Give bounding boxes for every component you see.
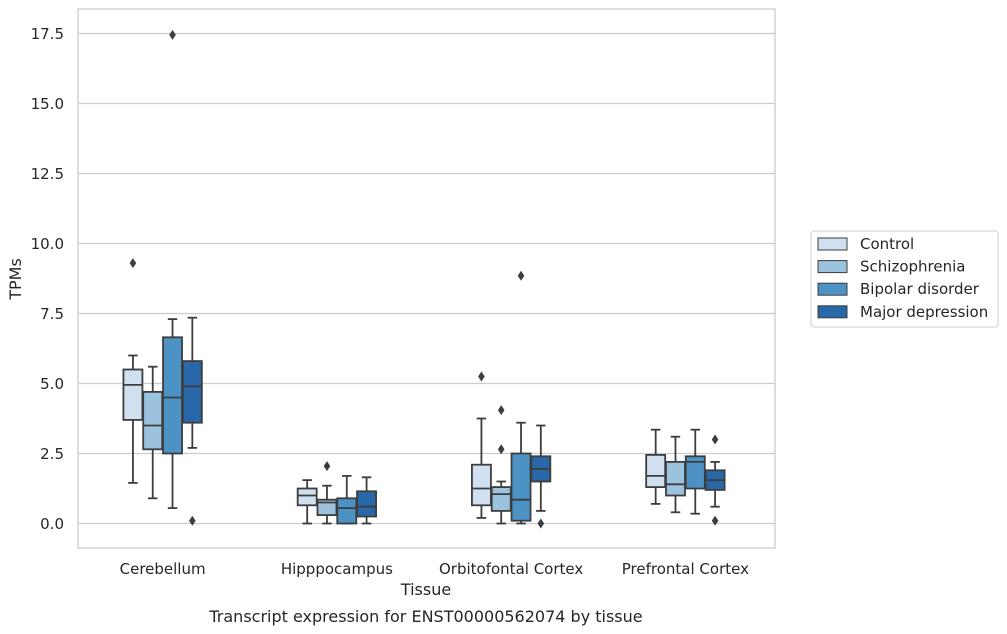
legend-label: Major depression — [860, 303, 988, 321]
legend-swatch — [817, 305, 848, 319]
y-axis-label: TPMs — [6, 258, 25, 301]
legend-swatch — [817, 260, 848, 274]
box-bipolar-disorder — [162, 29, 183, 510]
outlier-point — [497, 405, 505, 416]
y-tick-label: 15.0 — [31, 95, 64, 113]
outlier-point — [537, 518, 545, 529]
outlier-point — [517, 270, 525, 281]
y-tick-label: 10.0 — [31, 235, 64, 253]
outlier-point — [497, 444, 505, 455]
outlier-point — [711, 434, 719, 445]
box-iqr — [336, 497, 358, 525]
chart-caption: Transcript expression for ENST0000056207… — [208, 607, 642, 626]
outlier-point — [169, 29, 176, 40]
x-tick-label: Cerebellum — [120, 560, 206, 578]
box-major-depression — [181, 316, 203, 526]
box-schizophrenia — [665, 435, 686, 514]
plot-area-frame — [77, 8, 776, 549]
outlier-point — [323, 461, 331, 472]
box-bipolar-disorder — [510, 270, 532, 525]
x-tick-labels: Cerebellum Hipppocampus Orbitofontal Corte… — [120, 560, 749, 578]
box-iqr — [181, 360, 203, 424]
box-control — [471, 371, 492, 519]
box-iqr — [296, 487, 318, 507]
legend-label: Bipolar disorder — [860, 280, 980, 298]
x-tick-label: Hipppocampus — [281, 560, 393, 578]
y-tick-label: 5.0 — [40, 375, 64, 393]
x-tick-label: Orbitofontal Cortex — [439, 560, 583, 578]
box-iqr — [142, 390, 164, 451]
box-major-depression — [704, 434, 726, 526]
legend-swatch — [817, 282, 848, 296]
legend-label: Schizophrenia — [860, 258, 965, 276]
x-axis-label: Tissue — [400, 580, 451, 599]
legend-label: Control — [860, 235, 914, 253]
outlier-point — [189, 515, 196, 526]
box-schizophrenia — [142, 365, 164, 500]
box-iqr — [510, 452, 532, 522]
legend-swatch — [817, 237, 848, 251]
box-iqr — [471, 463, 492, 507]
legend-frame — [810, 230, 999, 328]
outlier-point — [478, 371, 485, 382]
y-tick-labels: 0.0 2.5 5.0 7.5 10.0 12.5 15.0 17.5 — [31, 25, 64, 533]
legend: Control Schizophrenia Bipolar disorder Majo… — [810, 230, 999, 328]
box-control — [122, 258, 144, 484]
box-iqr — [162, 336, 183, 455]
outlier-point — [129, 258, 137, 269]
box-major-depression — [530, 424, 552, 529]
box-schizophrenia — [316, 461, 338, 525]
y-tick-label: 17.5 — [31, 25, 64, 43]
x-tick-label: Prefrontal Cortex — [622, 560, 749, 578]
y-tick-label: 7.5 — [40, 305, 64, 323]
box-iqr — [645, 453, 667, 488]
box-iqr — [356, 490, 377, 518]
box-iqr — [665, 460, 686, 497]
box-control — [645, 428, 667, 505]
outlier-point — [711, 515, 719, 526]
box-major-depression — [356, 476, 377, 525]
y-tick-label: 2.5 — [40, 445, 64, 463]
y-tick-label: 0.0 — [40, 515, 64, 533]
box-bipolar-disorder — [336, 474, 358, 525]
box-schizophrenia — [490, 405, 512, 525]
box-iqr — [490, 486, 512, 512]
box-bipolar-disorder — [684, 428, 706, 515]
y-tick-label: 12.5 — [31, 165, 64, 183]
box-iqr — [122, 368, 144, 421]
box-control — [296, 479, 318, 525]
boxes — [122, 29, 726, 529]
